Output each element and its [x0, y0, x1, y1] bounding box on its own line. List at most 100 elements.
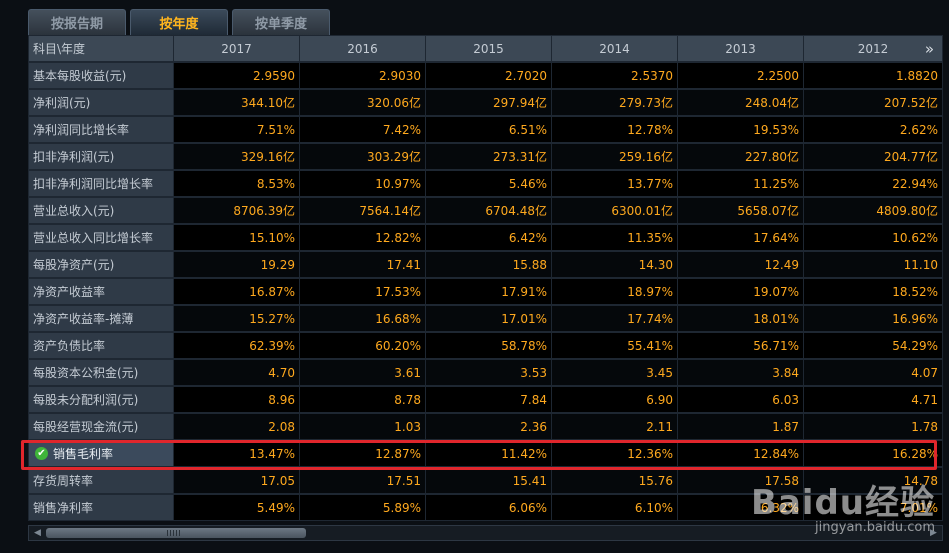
value-cell: 17.51: [299, 467, 426, 494]
value-cell: 5.89%: [299, 494, 426, 521]
value-cell: 17.91%: [425, 278, 552, 305]
value-cell: 8.96: [173, 386, 300, 413]
value-cell: 15.76: [551, 467, 678, 494]
table-row[interactable]: 净利润同比增长率 7.51% 7.42% 6.51% 12.78% 19.53% 2.62%: [28, 116, 943, 143]
year-header[interactable]: 2017: [173, 35, 300, 62]
value-cell: 329.16亿: [173, 143, 300, 170]
year-header[interactable]: 2012 »: [803, 35, 943, 62]
table-row[interactable]: 每股净资产(元) 19.29 17.41 15.88 14.30 12.49 11.10: [28, 251, 943, 278]
financial-table: 科目\年度 2017 2016 2015 2014 2013 2012 » 基本…: [28, 35, 943, 521]
value-cell: 6.03: [677, 386, 804, 413]
value-cell: 297.94亿: [425, 89, 552, 116]
value-cell: 55.41%: [551, 332, 678, 359]
row-label: 销售净利率: [28, 494, 174, 521]
horizontal-scrollbar[interactable]: ◀ ▶: [28, 525, 943, 541]
value-cell: 12.49: [677, 251, 804, 278]
table-row[interactable]: 扣非净利润同比增长率 8.53% 10.97% 5.46% 13.77% 11.25% 22…: [28, 170, 943, 197]
value-cell: 4.07: [803, 359, 943, 386]
row-label: 基本每股收益(元): [28, 62, 174, 89]
value-cell: 13.77%: [551, 170, 678, 197]
table-row[interactable]: 每股未分配利润(元) 8.96 8.78 7.84 6.90 6.03 4.71: [28, 386, 943, 413]
table-row[interactable]: 净资产收益率-摊薄 15.27% 16.68% 17.01% 17.74% 18.01% 1…: [28, 305, 943, 332]
value-cell: 3.45: [551, 359, 678, 386]
row-label: 营业总收入(元): [28, 197, 174, 224]
tab-by-year[interactable]: 按年度: [130, 9, 228, 35]
value-cell: 2.7020: [425, 62, 552, 89]
value-cell: 16.96%: [803, 305, 943, 332]
value-cell: 17.53%: [299, 278, 426, 305]
value-cell: 320.06亿: [299, 89, 426, 116]
arrow-left-icon[interactable]: ◀: [34, 528, 41, 538]
tab-by-report-period[interactable]: 按报告期: [28, 9, 126, 35]
row-label-text: 每股未分配利润(元): [33, 393, 139, 407]
row-label-text: 净利润(元): [33, 96, 91, 110]
value-cell: 12.82%: [299, 224, 426, 251]
header-label: 科目\年度: [28, 35, 174, 62]
row-label: 每股资本公积金(元): [28, 359, 174, 386]
value-cell: 7.51%: [173, 116, 300, 143]
year-header[interactable]: 2015: [425, 35, 552, 62]
value-cell: 19.29: [173, 251, 300, 278]
value-cell: 3.84: [677, 359, 804, 386]
grip-icon: [167, 530, 181, 536]
row-label-text: 每股经营现金流(元): [33, 420, 139, 434]
row-label-text: 扣非净利润同比增长率: [33, 177, 154, 191]
value-cell: 6704.48亿: [425, 197, 552, 224]
row-label: 净资产收益率-摊薄: [28, 305, 174, 332]
table-row[interactable]: 营业总收入同比增长率 15.10% 12.82% 6.42% 11.35% 17.64% 1…: [28, 224, 943, 251]
value-cell: 8706.39亿: [173, 197, 300, 224]
year-header[interactable]: 2014: [551, 35, 678, 62]
row-label: 每股经营现金流(元): [28, 413, 174, 440]
value-cell: 4809.80亿: [803, 197, 943, 224]
value-cell: 8.53%: [173, 170, 300, 197]
row-label-text: 净利润同比增长率: [33, 123, 130, 137]
value-cell: 6.42%: [425, 224, 552, 251]
value-cell: 2.62%: [803, 116, 943, 143]
value-cell: 22.94%: [803, 170, 943, 197]
row-label: 每股未分配利润(元): [28, 386, 174, 413]
value-cell: 11.35%: [551, 224, 678, 251]
table-row[interactable]: 扣非净利润(元) 329.16亿 303.29亿 273.31亿 259.16亿 227.…: [28, 143, 943, 170]
year-header[interactable]: 2016: [299, 35, 426, 62]
row-label: 营业总收入同比增长率: [28, 224, 174, 251]
value-cell: 12.78%: [551, 116, 678, 143]
table-row[interactable]: ✔ 销售毛利率 13.47% 12.87% 11.42% 12.36% 12.84% 16.2…: [28, 440, 943, 467]
value-cell: 273.31亿: [425, 143, 552, 170]
value-cell: 2.11: [551, 413, 678, 440]
period-tabs: 按报告期 按年度 按单季度: [28, 9, 330, 35]
value-cell: 248.04亿: [677, 89, 804, 116]
year-header[interactable]: 2013: [677, 35, 804, 62]
table-row[interactable]: 净利润(元) 344.10亿 320.06亿 297.94亿 279.73亿 248.04…: [28, 89, 943, 116]
value-cell: 12.84%: [677, 440, 804, 467]
value-cell: 7564.14亿: [299, 197, 426, 224]
table-row[interactable]: 净资产收益率 16.87% 17.53% 17.91% 18.97% 19.07% 18.5…: [28, 278, 943, 305]
tab-by-quarter[interactable]: 按单季度: [232, 9, 330, 35]
value-cell: 2.9590: [173, 62, 300, 89]
table-row[interactable]: 资产负债比率 62.39% 60.20% 58.78% 55.41% 56.71% 54.2…: [28, 332, 943, 359]
row-label: 净利润同比增长率: [28, 116, 174, 143]
value-cell: 6.51%: [425, 116, 552, 143]
table-row[interactable]: 每股经营现金流(元) 2.08 1.03 2.36 2.11 1.87 1.78: [28, 413, 943, 440]
value-cell: 15.27%: [173, 305, 300, 332]
value-cell: 18.52%: [803, 278, 943, 305]
value-cell: 1.8820: [803, 62, 943, 89]
arrow-right-icon[interactable]: ▶: [930, 528, 937, 538]
table-row[interactable]: 销售净利率 5.49% 5.89% 6.06% 6.10% 6.32% 7.01%: [28, 494, 943, 521]
value-cell: 8.78: [299, 386, 426, 413]
row-label: 扣非净利润同比增长率: [28, 170, 174, 197]
table-row[interactable]: 每股资本公积金(元) 4.70 3.61 3.53 3.45 3.84 4.07: [28, 359, 943, 386]
row-label: ✔ 销售毛利率: [28, 440, 174, 467]
value-cell: 15.88: [425, 251, 552, 278]
value-cell: 58.78%: [425, 332, 552, 359]
scrollbar-thumb[interactable]: [46, 528, 306, 538]
double-chevron-right-icon[interactable]: »: [924, 40, 934, 58]
value-cell: 7.84: [425, 386, 552, 413]
table-row[interactable]: 基本每股收益(元) 2.9590 2.9030 2.7020 2.5370 2.2500 1…: [28, 62, 943, 89]
table-row[interactable]: 营业总收入(元) 8706.39亿 7564.14亿 6704.48亿 6300.01亿…: [28, 197, 943, 224]
table-row[interactable]: 存货周转率 17.05 17.51 15.41 15.76 17.58 14.78: [28, 467, 943, 494]
value-cell: 7.01%: [803, 494, 943, 521]
row-label-text: 每股净资产(元): [33, 258, 115, 272]
row-label-text: 净资产收益率: [33, 285, 106, 299]
row-label-text: 扣非净利润(元): [33, 150, 115, 164]
value-cell: 16.87%: [173, 278, 300, 305]
